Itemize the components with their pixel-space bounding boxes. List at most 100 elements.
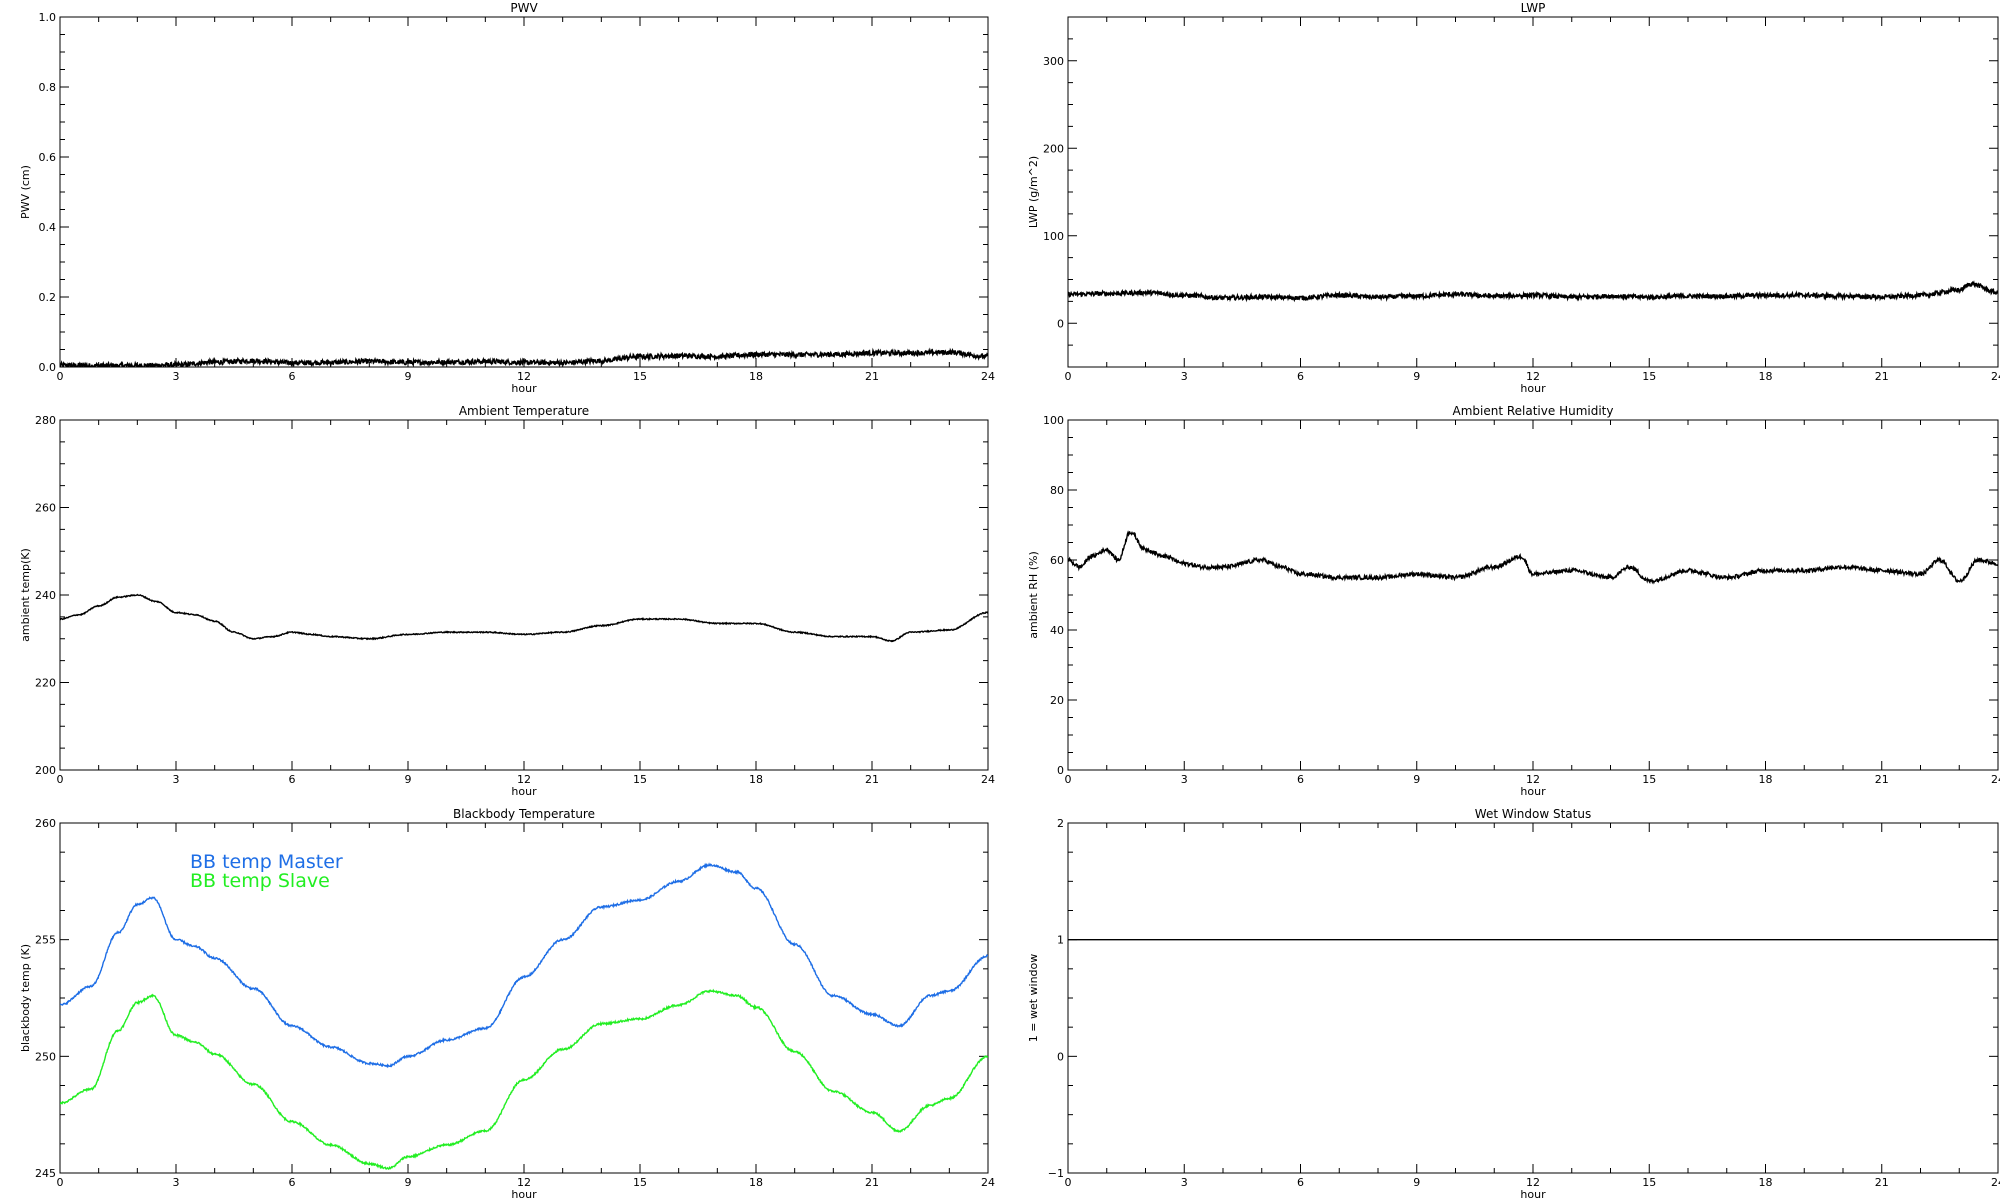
y-tick-label: 200	[35, 764, 56, 777]
y-tick-label: 40	[1050, 624, 1064, 637]
x-tick-label: 15	[633, 773, 647, 786]
x-tick-label: 0	[57, 1176, 64, 1189]
y-tick-label: −1	[1048, 1167, 1064, 1180]
x-tick-label: 24	[981, 1176, 995, 1189]
x-tick-label: 21	[865, 773, 879, 786]
x-axis-label: hour	[511, 382, 537, 395]
x-tick-label: 12	[517, 1176, 531, 1189]
x-tick-label: 9	[405, 370, 412, 383]
y-axis-label: PWV (cm)	[19, 165, 32, 219]
y-tick-label: 240	[35, 589, 56, 602]
series-line-0	[60, 593, 988, 643]
x-axis-label: hour	[511, 1188, 537, 1200]
x-tick-label: 6	[1297, 370, 1304, 383]
x-tick-label: 12	[1526, 370, 1540, 383]
x-tick-label: 3	[1181, 370, 1188, 383]
panel-lwp: LWP 0 3 6 9 12 15 18 21 24 0 100 200 300 hour LWP (g/m^…	[1027, 1, 2000, 395]
x-tick-label: 24	[1991, 773, 2000, 786]
x-tick-label: 12	[1526, 1176, 1540, 1189]
panel-ambient-temperature: Ambient Temperature 0 3 6 9 12 15 18 21 24 200 220 2…	[19, 404, 995, 798]
plot-frame	[59, 16, 989, 368]
x-tick-label: 21	[1875, 370, 1889, 383]
x-tick-label: 21	[1875, 1176, 1889, 1189]
x-tick-label: 0	[1065, 1176, 1072, 1189]
plot-frame	[1067, 822, 1999, 1174]
x-axis-label: hour	[511, 785, 537, 798]
x-tick-label: 6	[1297, 773, 1304, 786]
series-line-bb-temp-slave	[60, 988, 988, 1170]
x-tick-label: 0	[1065, 773, 1072, 786]
y-tick-label: 200	[1043, 142, 1064, 155]
x-tick-label: 21	[865, 1176, 879, 1189]
chart-title: Ambient Temperature	[459, 404, 589, 418]
y-tick-label: 245	[35, 1167, 56, 1180]
chart-title: PWV	[510, 1, 538, 15]
y-tick-label: 0.2	[39, 291, 57, 304]
x-tick-label: 3	[1181, 1176, 1188, 1189]
panel-pwv: PWV 0 3 6 9 12 15 18 21 24 0.0 0.2 0.4 0.6 0.8 1.0 hour P…	[19, 1, 995, 395]
y-tick-label: 80	[1050, 484, 1064, 497]
series-line-0	[1068, 530, 1998, 585]
x-tick-label: 18	[749, 370, 763, 383]
plot-frame	[59, 419, 989, 771]
y-tick-label: 220	[35, 677, 56, 690]
y-tick-label: 0.4	[39, 221, 57, 234]
y-axis-label: ambient RH (%)	[1027, 551, 1040, 639]
x-tick-label: 3	[1181, 773, 1188, 786]
x-tick-label: 24	[1991, 370, 2000, 383]
panel-ambient-relative-humidity: Ambient Relative Humidity 0 3 6 9 12 15 18 21 24 0…	[1027, 404, 2000, 798]
y-tick-label: 0.6	[39, 151, 57, 164]
x-tick-label: 6	[289, 1176, 296, 1189]
y-tick-label: 300	[1043, 55, 1064, 68]
plot-frame	[1067, 419, 1999, 771]
x-tick-label: 3	[173, 370, 180, 383]
y-tick-label: 0	[1057, 317, 1064, 330]
x-tick-label: 18	[1759, 1176, 1773, 1189]
x-axis-label: hour	[1520, 785, 1546, 798]
chart-title: Blackbody Temperature	[453, 807, 595, 821]
y-axis-label: 1 = wet window	[1027, 954, 1040, 1043]
x-tick-label: 9	[1413, 370, 1420, 383]
panel-blackbody-temperature: Blackbody Temperature 0 3 6 9 12 15 18 21 24 245 25…	[19, 807, 995, 1200]
y-tick-label: 2	[1057, 817, 1064, 830]
y-tick-label: 100	[1043, 230, 1064, 243]
x-tick-label: 6	[289, 370, 296, 383]
x-tick-label: 0	[57, 370, 64, 383]
legend-entry: BB temp Slave	[190, 870, 330, 892]
x-tick-label: 9	[405, 773, 412, 786]
x-tick-label: 12	[517, 773, 531, 786]
panel-wet-window-status: Wet Window Status03691215182124−1012hour…	[1027, 807, 2000, 1200]
x-tick-label: 24	[981, 370, 995, 383]
y-tick-label: 1.0	[39, 11, 57, 24]
x-tick-label: 12	[1526, 773, 1540, 786]
y-tick-label: 280	[35, 414, 56, 427]
chart-title: Wet Window Status	[1475, 807, 1591, 821]
y-axis-label: blackbody temp (K)	[19, 944, 32, 1052]
x-tick-label: 15	[1642, 1176, 1656, 1189]
chart-title: LWP	[1521, 1, 1546, 15]
y-tick-label: 60	[1050, 554, 1064, 567]
y-tick-label: 0	[1057, 1050, 1064, 1063]
x-tick-label: 24	[1991, 1176, 2000, 1189]
y-tick-label: 255	[35, 934, 56, 947]
x-tick-label: 15	[633, 1176, 647, 1189]
x-tick-label: 21	[1875, 773, 1889, 786]
series-line-0	[1068, 280, 1998, 303]
y-tick-label: 0.8	[39, 81, 57, 94]
x-tick-label: 3	[173, 773, 180, 786]
x-tick-label: 15	[633, 370, 647, 383]
x-tick-label: 9	[405, 1176, 412, 1189]
x-tick-label: 0	[1065, 370, 1072, 383]
y-axis-label: ambient temp(K)	[19, 548, 32, 642]
y-tick-label: 20	[1050, 694, 1064, 707]
x-axis-label: hour	[1520, 382, 1546, 395]
y-tick-label: 260	[35, 502, 56, 515]
x-tick-label: 18	[1759, 773, 1773, 786]
x-tick-label: 3	[173, 1176, 180, 1189]
x-tick-label: 18	[1759, 370, 1773, 383]
x-tick-label: 24	[981, 773, 995, 786]
y-tick-label: 250	[35, 1050, 56, 1063]
chart-title: Ambient Relative Humidity	[1453, 404, 1614, 418]
y-tick-label: 100	[1043, 414, 1064, 427]
